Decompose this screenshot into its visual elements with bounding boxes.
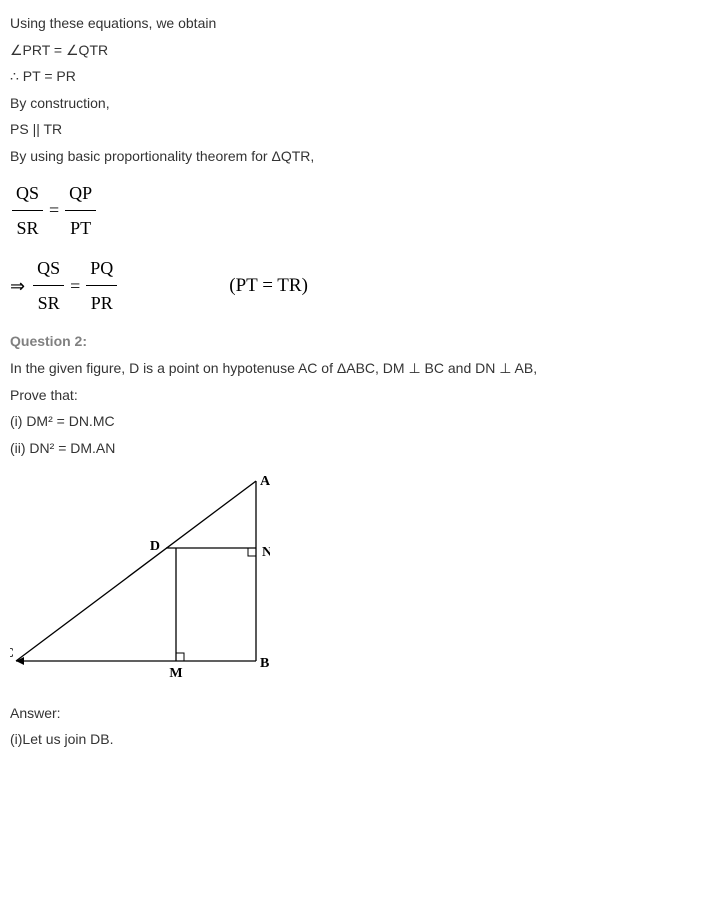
paragraph: By using basic proportionality theorem f… [10,143,708,170]
fraction-denominator: SR [34,286,64,320]
geometry-figure: A B C D M N [10,471,708,690]
equation-2: ⇒ QS SR = PQ PR (PT = TR) [10,251,708,320]
fraction-numerator: QS [33,251,64,286]
paragraph: ∴ PT = PR [10,63,708,90]
fraction-numerator: QS [12,176,43,211]
svg-text:C: C [10,646,14,661]
question-text: In the given figure, D is a point on hyp… [10,355,708,382]
answer-heading: Answer: [10,700,708,727]
fraction-denominator: SR [12,211,42,245]
paragraph: PS || TR [10,116,708,143]
implies-arrow: ⇒ [10,269,25,303]
svg-text:B: B [260,656,269,671]
fraction-denominator: PR [87,286,117,320]
question-heading: Question 2: [10,328,708,355]
equation-1: QS SR = QP PT [10,176,708,245]
fraction-numerator: PQ [86,251,117,286]
equals: = [49,193,59,227]
prove-label: Prove that: [10,382,708,409]
paragraph: Using these equations, we obtain [10,10,708,37]
paragraph: ∠PRT = ∠QTR [10,37,708,64]
svg-text:A: A [260,474,270,489]
prove-item-1: (i) DM² = DN.MC [10,408,708,435]
answer-item-1: (i)Let us join DB. [10,726,708,753]
prove-item-2: (ii) DN² = DM.AN [10,435,708,462]
svg-text:D: D [150,539,160,554]
fraction-denominator: PT [66,211,95,245]
equation-note: (PT = TR) [229,268,308,304]
fraction-numerator: QP [65,176,96,211]
svg-text:M: M [169,666,182,681]
equals: = [70,269,80,303]
svg-text:N: N [262,545,270,560]
paragraph: By construction, [10,90,708,117]
